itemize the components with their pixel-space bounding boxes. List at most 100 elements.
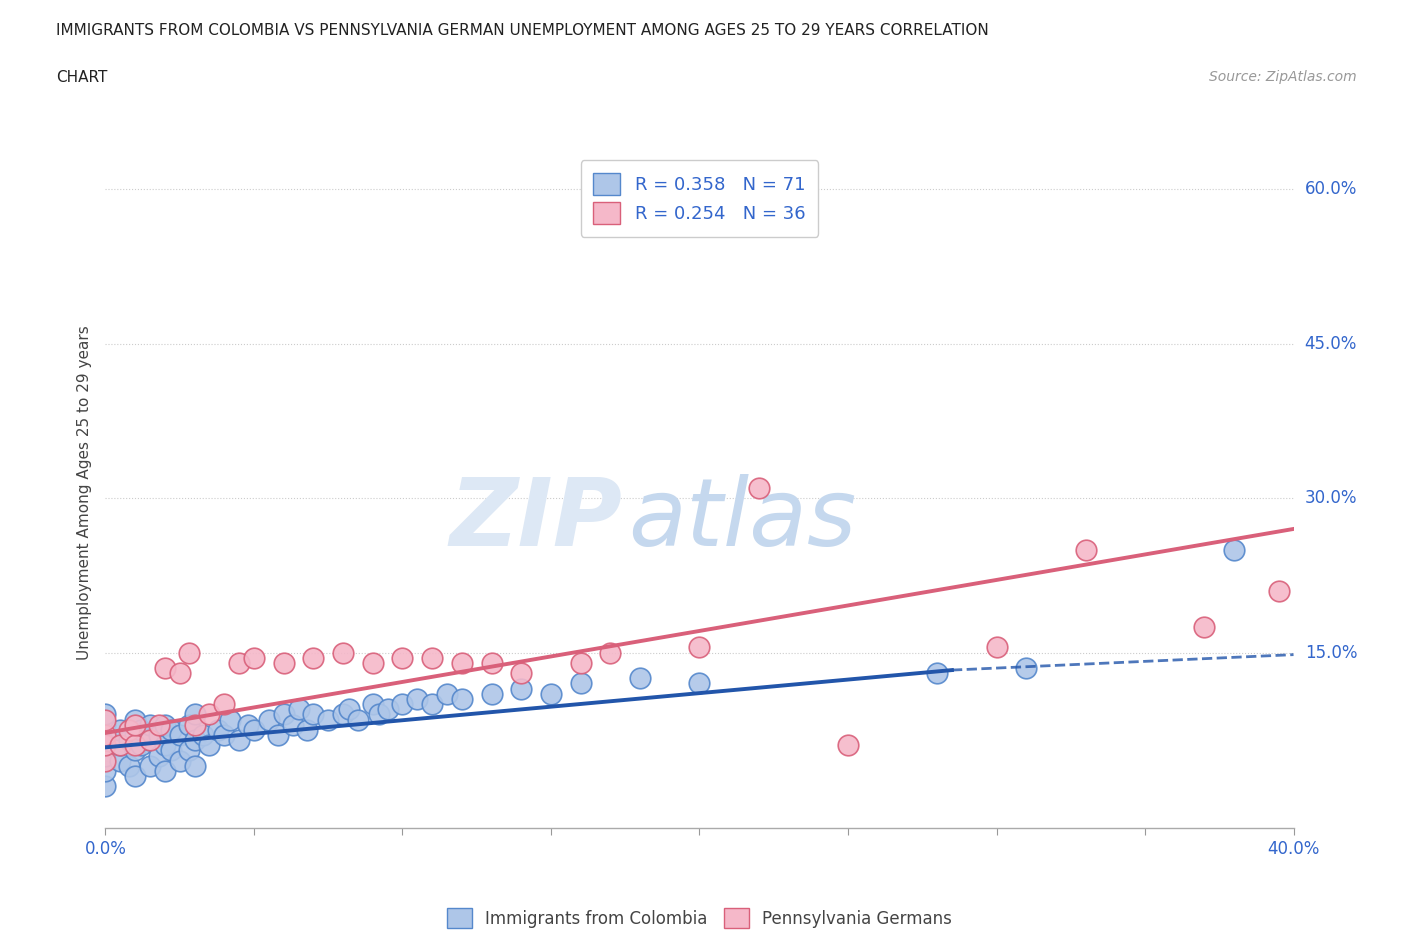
Point — [228, 733, 250, 748]
Point — [148, 717, 170, 732]
Point — [159, 743, 181, 758]
Y-axis label: Unemployment Among Ages 25 to 29 years: Unemployment Among Ages 25 to 29 years — [76, 326, 91, 660]
Point — [450, 656, 472, 671]
Text: 15.0%: 15.0% — [1305, 644, 1357, 661]
Point — [139, 717, 162, 732]
Point — [177, 743, 200, 758]
Point — [281, 717, 304, 732]
Point — [183, 707, 205, 722]
Point — [207, 723, 229, 737]
Point — [94, 748, 117, 763]
Point — [377, 702, 399, 717]
Point — [124, 737, 146, 752]
Text: Source: ZipAtlas.com: Source: ZipAtlas.com — [1209, 70, 1357, 84]
Point — [347, 712, 370, 727]
Point — [153, 717, 176, 732]
Point — [302, 650, 325, 665]
Point — [243, 723, 266, 737]
Point — [332, 707, 354, 722]
Point — [94, 707, 117, 722]
Point — [219, 712, 242, 727]
Point — [183, 733, 205, 748]
Point — [837, 737, 859, 752]
Point — [361, 656, 384, 671]
Point — [481, 686, 503, 701]
Point — [569, 656, 592, 671]
Point — [361, 697, 384, 711]
Point — [183, 717, 205, 732]
Point — [169, 666, 191, 681]
Point — [169, 753, 191, 768]
Point — [367, 707, 389, 722]
Point — [1267, 583, 1289, 598]
Text: IMMIGRANTS FROM COLOMBIA VS PENNSYLVANIA GERMAN UNEMPLOYMENT AMONG AGES 25 TO 29: IMMIGRANTS FROM COLOMBIA VS PENNSYLVANIA… — [56, 23, 988, 38]
Text: 45.0%: 45.0% — [1305, 335, 1357, 352]
Point — [124, 712, 146, 727]
Point — [193, 727, 215, 742]
Point — [1015, 660, 1038, 675]
Point — [177, 717, 200, 732]
Point — [420, 650, 443, 665]
Point — [153, 660, 176, 675]
Point — [540, 686, 562, 701]
Point — [1074, 542, 1097, 557]
Text: 30.0%: 30.0% — [1305, 489, 1357, 507]
Point — [110, 723, 132, 737]
Point — [391, 697, 413, 711]
Point — [94, 727, 117, 742]
Point — [177, 645, 200, 660]
Text: 60.0%: 60.0% — [1305, 180, 1357, 198]
Point — [139, 733, 162, 748]
Point — [243, 650, 266, 665]
Point — [287, 702, 309, 717]
Point — [139, 759, 162, 774]
Point — [599, 645, 621, 660]
Text: ZIP: ZIP — [450, 473, 623, 565]
Point — [927, 666, 949, 681]
Point — [118, 759, 141, 774]
Point — [153, 764, 176, 778]
Point — [316, 712, 339, 727]
Point — [481, 656, 503, 671]
Point — [986, 640, 1008, 655]
Point — [110, 753, 132, 768]
Point — [124, 727, 146, 742]
Point — [420, 697, 443, 711]
Point — [510, 666, 533, 681]
Point — [94, 737, 117, 752]
Point — [214, 727, 236, 742]
Point — [689, 640, 711, 655]
Point — [236, 717, 259, 732]
Point — [510, 681, 533, 696]
Point — [94, 737, 117, 752]
Point — [159, 723, 181, 737]
Point — [124, 743, 146, 758]
Point — [153, 737, 176, 752]
Point — [129, 723, 152, 737]
Point — [110, 737, 132, 752]
Point — [267, 727, 290, 742]
Point — [302, 707, 325, 722]
Point — [94, 764, 117, 778]
Point — [183, 759, 205, 774]
Point — [228, 656, 250, 671]
Point — [148, 727, 170, 742]
Point — [257, 712, 280, 727]
Text: atlas: atlas — [628, 474, 856, 565]
Point — [139, 733, 162, 748]
Point — [391, 650, 413, 665]
Point — [1223, 542, 1246, 557]
Point — [273, 707, 295, 722]
Point — [569, 676, 592, 691]
Point — [94, 717, 117, 732]
Point — [169, 727, 191, 742]
Point — [689, 676, 711, 691]
Point — [406, 692, 429, 707]
Point — [1194, 619, 1216, 634]
Point — [273, 656, 295, 671]
Text: CHART: CHART — [56, 70, 108, 85]
Point — [332, 645, 354, 660]
Point — [337, 702, 360, 717]
Point — [450, 692, 472, 707]
Point — [628, 671, 651, 685]
